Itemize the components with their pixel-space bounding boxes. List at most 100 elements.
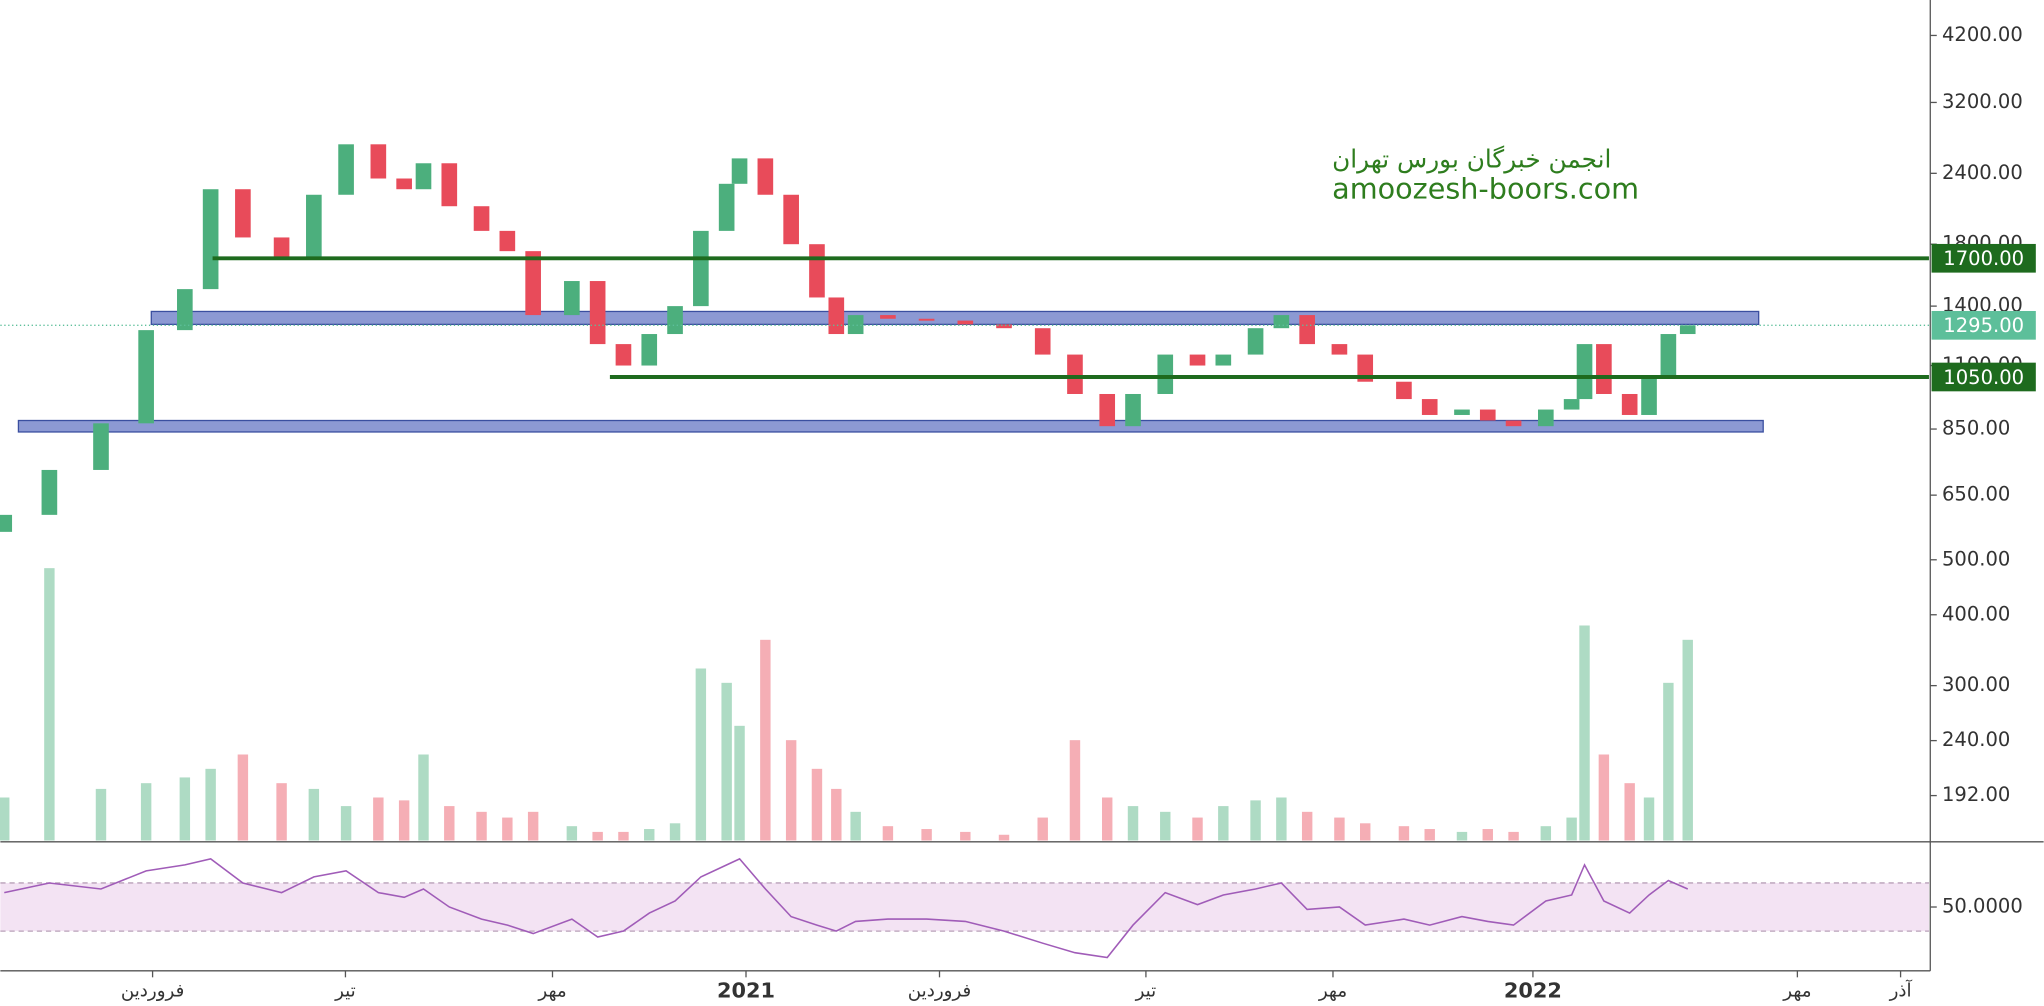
candle [1299, 315, 1315, 345]
volume-bar [1192, 817, 1203, 841]
volume-bar [760, 639, 771, 841]
candle [564, 281, 580, 316]
candle [718, 183, 735, 231]
volume-bar [831, 788, 842, 841]
x-tick-label: فروردین [908, 981, 971, 1002]
volume-bar [1598, 754, 1610, 841]
candle [1538, 409, 1554, 427]
volume-bar [566, 826, 578, 841]
volume-bar [592, 831, 603, 841]
price-box [1931, 362, 2036, 392]
price-box-label: 1295.00 [1943, 314, 2024, 337]
candle [693, 230, 709, 307]
volume-bar [721, 682, 732, 841]
candle [1067, 354, 1083, 394]
x-tick-label: 2022 [1504, 979, 1562, 1003]
x-tick-label: فروردین [121, 981, 184, 1002]
volume-bar [1424, 829, 1435, 841]
candle [93, 423, 109, 470]
y-tick-label: 500.00 [1942, 547, 2010, 570]
candle [202, 189, 219, 290]
y-tick-label: 650.00 [1942, 483, 2010, 506]
y-tick-label: 3200.00 [1942, 90, 2023, 113]
candle [1273, 315, 1290, 329]
candle [615, 344, 632, 366]
price-box-label: 1050.00 [1943, 366, 2024, 389]
volume-bar [1682, 639, 1693, 841]
volume-bar [418, 754, 429, 841]
volume-bar [1160, 811, 1171, 841]
candle [641, 334, 658, 366]
volume-bar [1663, 682, 1674, 841]
candle [415, 163, 432, 190]
candle [177, 289, 193, 331]
volume-bar [734, 725, 745, 841]
volume-bar [811, 768, 823, 841]
volume-bar [1624, 783, 1635, 841]
candle [235, 189, 251, 238]
volume-bar [44, 568, 55, 841]
candle [731, 158, 748, 184]
candle [1099, 393, 1116, 427]
candle [1660, 334, 1677, 377]
candle [996, 324, 1012, 329]
volume-bar [205, 768, 216, 841]
x-tick-label: تیر [1135, 981, 1157, 1002]
volume-bar [1540, 826, 1552, 841]
volume-bar [1101, 797, 1113, 841]
volume-bar [669, 823, 681, 841]
volume-bar [1360, 823, 1371, 841]
volume-bar [308, 788, 320, 841]
candle [1479, 409, 1496, 421]
candle [441, 163, 458, 207]
volume-bar [1398, 826, 1410, 841]
volume-bar [476, 811, 487, 841]
volume-bar [998, 834, 1010, 841]
candle [1421, 399, 1438, 415]
volume-bar [1334, 817, 1345, 841]
volume-bar [340, 806, 352, 841]
candle [1505, 420, 1522, 427]
volume-bar [882, 826, 894, 841]
candle [0, 514, 13, 532]
volume-bar [785, 740, 797, 841]
candle [1157, 354, 1174, 394]
y-tick-label: 240.00 [1942, 728, 2010, 751]
y-tick-label: 300.00 [1942, 673, 2010, 696]
x-tick-label: مهر [1782, 981, 1811, 1002]
zone [150, 310, 1760, 326]
candle [1679, 325, 1696, 335]
volume-bar [1276, 797, 1287, 841]
zone [17, 419, 1764, 433]
candle [370, 144, 387, 179]
price-box [1931, 243, 2036, 273]
x-tick-label: تیر [334, 981, 356, 1002]
candle [1454, 409, 1470, 415]
volume-bar [179, 777, 191, 841]
volume-bar [1301, 811, 1313, 841]
candle [1357, 354, 1374, 382]
candle [1596, 344, 1612, 394]
volume-bar [1566, 817, 1577, 841]
price-box [1931, 310, 2036, 340]
watermark: انجمن خبرگان بورس تهران [1332, 144, 1611, 174]
volume-bar [1456, 831, 1468, 841]
candle [1331, 344, 1348, 355]
candle [589, 281, 606, 345]
candle [1247, 328, 1264, 355]
candle [1189, 354, 1206, 366]
volume-bar [1482, 829, 1493, 841]
candle [306, 194, 322, 259]
candle [499, 230, 516, 252]
candle [1396, 381, 1412, 400]
y-tick-label: 850.00 [1942, 417, 2010, 440]
volume-bar [644, 829, 655, 841]
volume-bar [1127, 806, 1139, 841]
candle [667, 306, 683, 335]
volume-bar [960, 831, 971, 841]
x-tick-label: 2021 [717, 979, 775, 1003]
candle [1621, 393, 1638, 415]
volume-bar [1037, 817, 1048, 841]
candle [783, 194, 799, 245]
volume-bar [1218, 806, 1229, 841]
